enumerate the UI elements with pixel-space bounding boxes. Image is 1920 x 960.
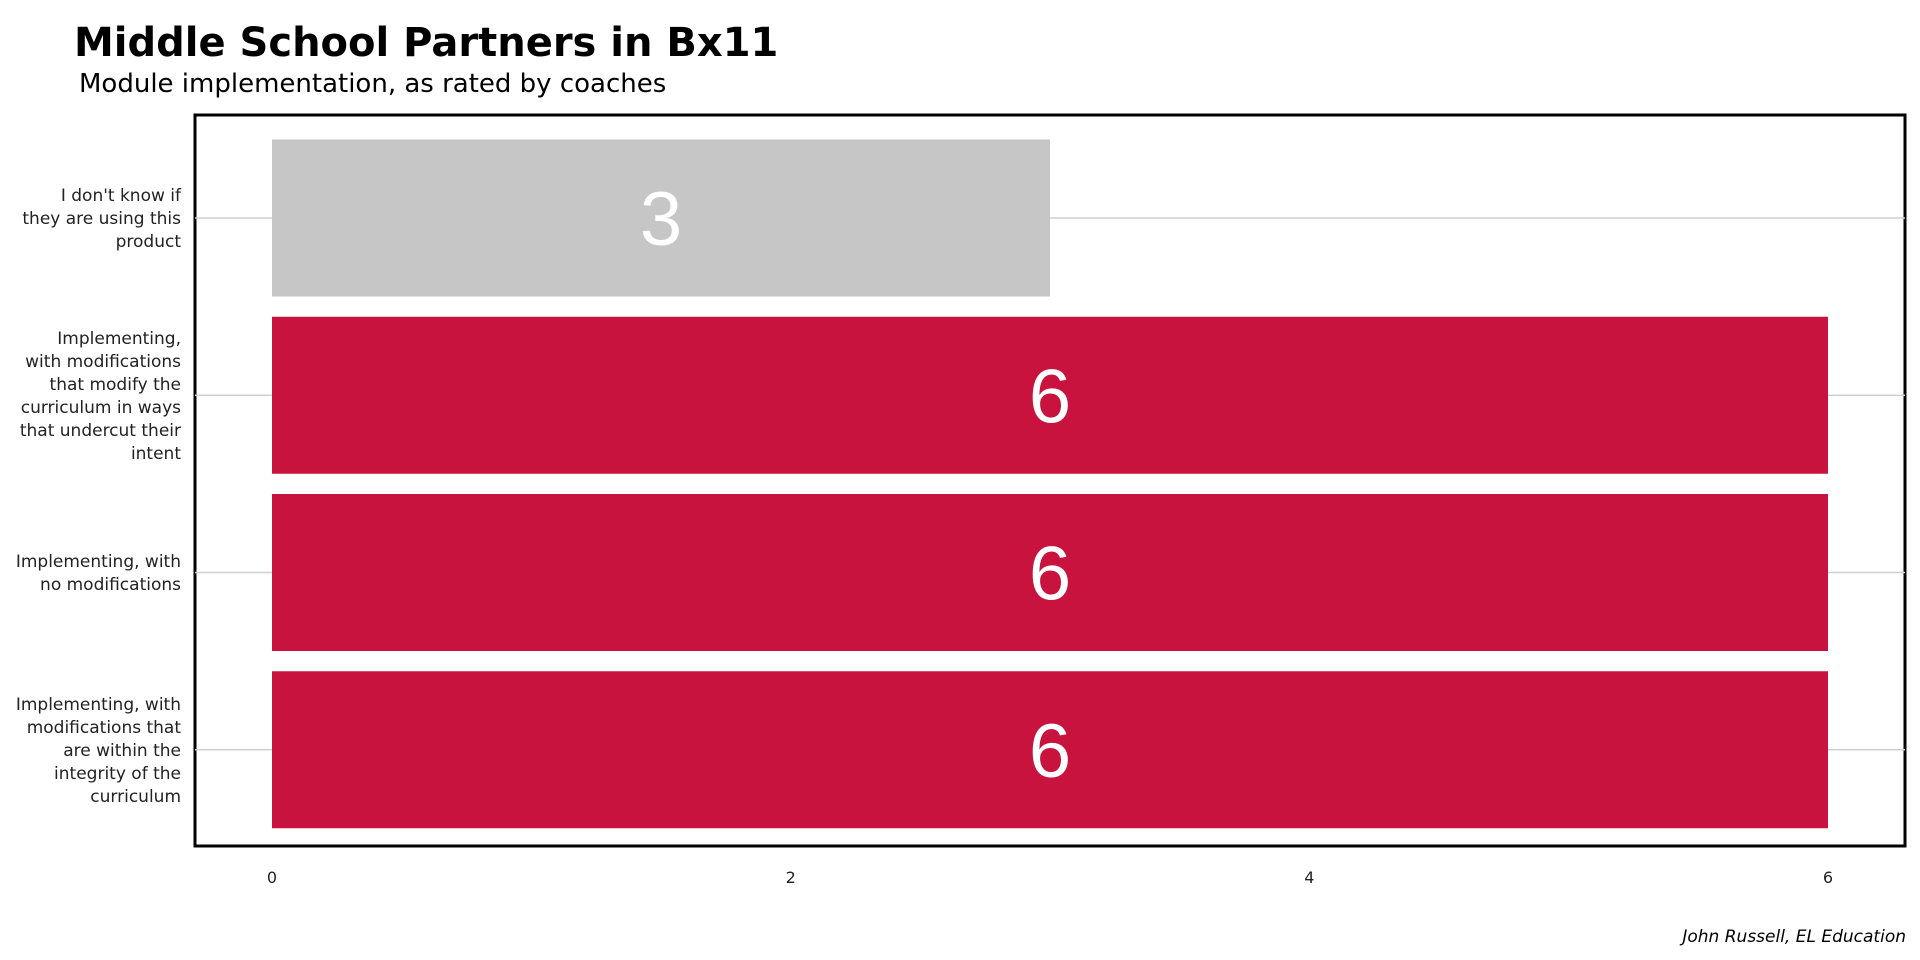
category-label: Implementing, with modifications that are … — [16, 695, 182, 807]
x-tick-label: 6 — [1823, 868, 1833, 887]
chart-subtitle: Module implementation, as rated by coach… — [79, 69, 666, 99]
bar-value-label: 6 — [1029, 354, 1071, 439]
category-label: I don't know if they are using this produc… — [22, 186, 182, 252]
bar-value-label: 3 — [640, 177, 682, 262]
bar — [272, 494, 1828, 651]
bar — [272, 671, 1828, 829]
x-axis-tick-labels: 0 2 4 6 — [267, 868, 1833, 887]
chart-caption: John Russell, EL Education — [1679, 927, 1906, 947]
bar-value-label: 6 — [1029, 532, 1071, 617]
gridlines — [195, 217, 1905, 751]
bars — [272, 139, 1828, 829]
bar — [272, 139, 1050, 297]
x-tick-label: 2 — [786, 868, 796, 887]
bar — [272, 316, 1828, 474]
bar-value-label: 6 — [1029, 709, 1071, 794]
plot-panel-border — [193, 113, 1907, 848]
category-label: Implementing, with modifications that modi… — [20, 329, 181, 464]
x-tick-label: 0 — [267, 868, 277, 887]
category-labels: I don't know if they are using this produc… — [16, 186, 182, 807]
category-label: Implementing, with no modifications — [16, 552, 181, 595]
bar-labels: 3 6 6 6 — [640, 177, 1071, 794]
x-tick-label: 4 — [1304, 868, 1314, 887]
chart-title: Middle School Partners in Bx11 — [74, 20, 778, 66]
